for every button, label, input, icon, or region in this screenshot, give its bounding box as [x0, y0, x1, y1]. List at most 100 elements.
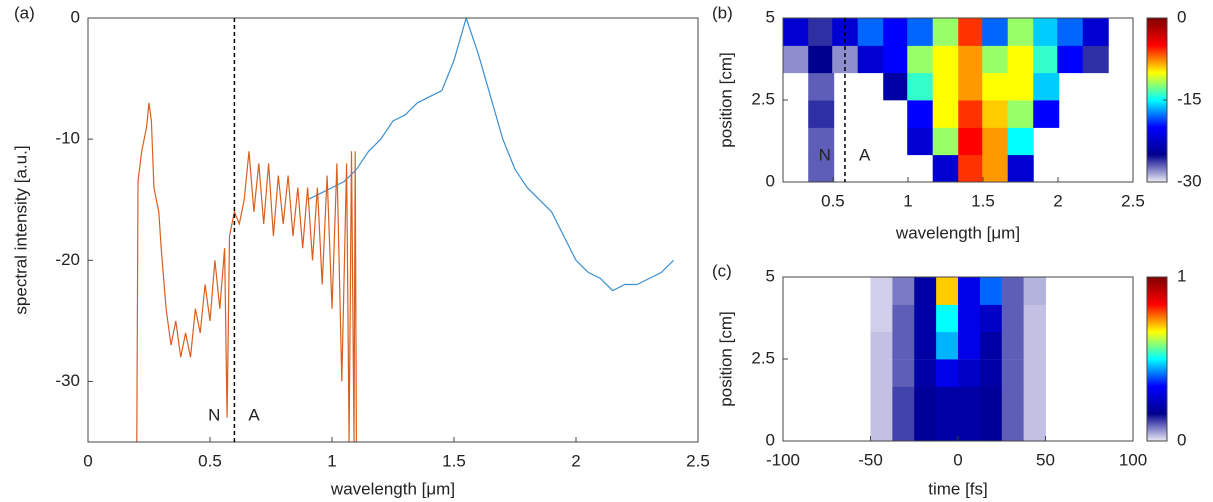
heat-cell: [936, 331, 959, 360]
heat-cell: [892, 331, 915, 360]
heat-cell: [1001, 331, 1025, 360]
heat-cell: [958, 359, 981, 387]
annotation: N: [819, 145, 831, 164]
heat-cell: [958, 154, 985, 182]
heat-cell: [936, 277, 959, 305]
heat-cell: [1023, 386, 1046, 415]
heat-cell: [982, 154, 1009, 182]
heat-cell: [982, 45, 1009, 74]
plot-area: [136, 18, 675, 442]
heat-cell: [1082, 45, 1109, 74]
heat-cell: [1057, 45, 1084, 74]
colorbar-tick-label: -15: [1177, 89, 1202, 108]
colorbar-tick-label: 1: [1177, 266, 1186, 285]
heat-cell: [808, 18, 835, 46]
heat-cell: [892, 386, 915, 415]
panel-label: (b): [712, 3, 733, 22]
panel-label: (a): [14, 3, 35, 22]
heat-cell: [1033, 100, 1060, 128]
colorbar: [1146, 276, 1168, 442]
y-tick-label: -20: [55, 250, 80, 269]
heat-cell: [958, 304, 981, 333]
heat-cell: [870, 386, 893, 415]
heat-cell: [958, 413, 981, 441]
heat-cell: [857, 45, 884, 74]
heat-cell: [870, 304, 893, 333]
heat-cell: [892, 359, 915, 387]
heat-cell: [1057, 18, 1084, 46]
heat-cell: [914, 277, 937, 305]
heat-cell: [1007, 100, 1034, 128]
y-tick-label: -10: [55, 129, 80, 148]
heat-cell: [979, 331, 1003, 360]
heat-cell: [1001, 413, 1025, 441]
heat-cell: [808, 45, 835, 74]
heat-cell: [808, 72, 835, 101]
panel-label: (c): [712, 261, 732, 280]
heat-cell: [958, 277, 981, 305]
heat-cell: [1007, 154, 1034, 182]
plot-area: [870, 277, 1046, 441]
colorbar-tick-label: 0: [1177, 7, 1186, 26]
heat-cell: [982, 18, 1009, 46]
heat-cell: [1023, 277, 1046, 305]
heat-cell: [982, 72, 1009, 101]
heat-cell: [1001, 304, 1025, 333]
x-tick-label: 2: [571, 451, 580, 470]
heat-cell: [1023, 359, 1046, 387]
y-tick-label: 0: [71, 7, 80, 26]
annotation: N: [208, 405, 220, 424]
heat-cell: [1001, 277, 1025, 305]
y-axis-label: position [cm]: [716, 52, 735, 147]
heat-cell: [870, 331, 893, 360]
x-tick-label: 1.5: [442, 451, 466, 470]
heat-cell: [892, 413, 915, 441]
heat-cell: [1033, 72, 1060, 101]
x-tick-label: 2.5: [1121, 191, 1145, 210]
colorbar-tick-label: -30: [1177, 171, 1202, 190]
heat-cell: [1007, 45, 1034, 74]
heat-cell: [783, 18, 809, 46]
heat-cell: [958, 45, 985, 74]
heat-cell: [1033, 45, 1060, 74]
x-tick-label: 100: [1119, 450, 1147, 469]
heat-cell: [914, 413, 937, 441]
heat-cell: [783, 45, 809, 74]
heat-cell: [1082, 18, 1109, 46]
x-tick-label: 2: [1053, 191, 1062, 210]
heat-cell: [1001, 359, 1025, 387]
y-axis-label: position [cm]: [716, 311, 735, 406]
x-tick-label: 0: [83, 451, 92, 470]
heat-cell: [870, 359, 893, 387]
heat-cell: [958, 100, 985, 128]
heat-cell: [932, 127, 959, 156]
heat-cell: [907, 72, 934, 101]
x-axis-label: wavelength [μm]: [330, 479, 455, 498]
heat-cell: [907, 127, 934, 156]
heat-cell: [979, 386, 1003, 415]
x-tick-label: 0: [953, 450, 962, 469]
x-tick-label: 50: [1036, 450, 1055, 469]
heat-cell: [907, 45, 934, 74]
x-tick-label: 0.5: [821, 191, 845, 210]
heat-cell: [982, 127, 1009, 156]
y-tick-label: 2.5: [751, 89, 775, 108]
x-tick-label: 1: [903, 191, 912, 210]
heat-cell: [932, 72, 959, 101]
heat-cell: [982, 100, 1009, 128]
heat-cell: [958, 72, 985, 101]
heat-cell: [958, 331, 981, 360]
heat-cell: [892, 277, 915, 305]
heat-cell: [1023, 331, 1046, 360]
heat-cell: [883, 72, 910, 101]
heat-cell: [1023, 413, 1046, 441]
heat-cell: [936, 304, 959, 333]
heat-cell: [914, 359, 937, 387]
heat-cell: [1007, 18, 1034, 46]
heat-cell: [914, 304, 937, 333]
heat-cell: [979, 304, 1003, 333]
heat-cell: [979, 277, 1003, 305]
heat-cell: [932, 154, 959, 182]
heat-cell: [979, 413, 1003, 441]
